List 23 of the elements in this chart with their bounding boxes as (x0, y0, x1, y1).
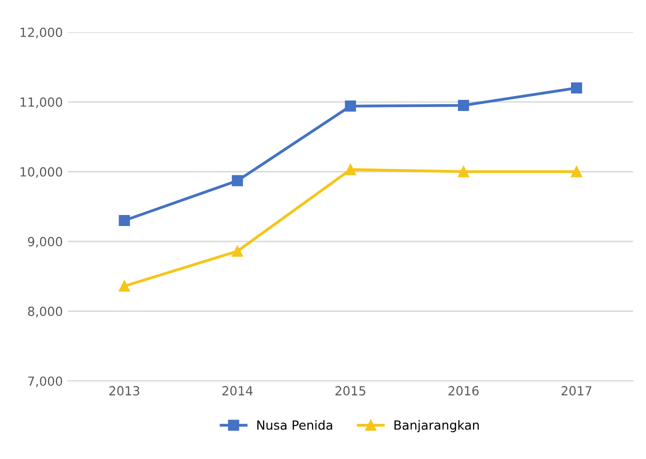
point (344, 164, 356, 176)
y-tick-label: 9,000 (28, 236, 62, 248)
legend-label: Banjarangkan (394, 420, 479, 432)
point (118, 214, 130, 226)
point (571, 166, 582, 178)
point (344, 100, 356, 112)
point (571, 82, 582, 94)
x-tick-label: 2014 (222, 386, 253, 396)
point (232, 246, 243, 257)
y-tick-label: 12,000 (20, 28, 62, 38)
point (458, 166, 470, 178)
x-tick-label: 2016 (448, 386, 479, 396)
y-tick-label: 11,000 (20, 97, 62, 108)
x-tick-label: 2015 (335, 386, 366, 396)
y-tick-label: 8,000 (28, 306, 62, 318)
legend-label: Nusa Penida (257, 420, 332, 430)
y-tick-label: 10,000 (20, 167, 62, 178)
x-tick-label: 2017 (562, 386, 592, 396)
x-tick-label: 2013 (109, 386, 140, 396)
y-tick-label: 7,000 (28, 376, 62, 388)
point (458, 100, 470, 111)
point (232, 175, 243, 186)
point (118, 280, 130, 292)
